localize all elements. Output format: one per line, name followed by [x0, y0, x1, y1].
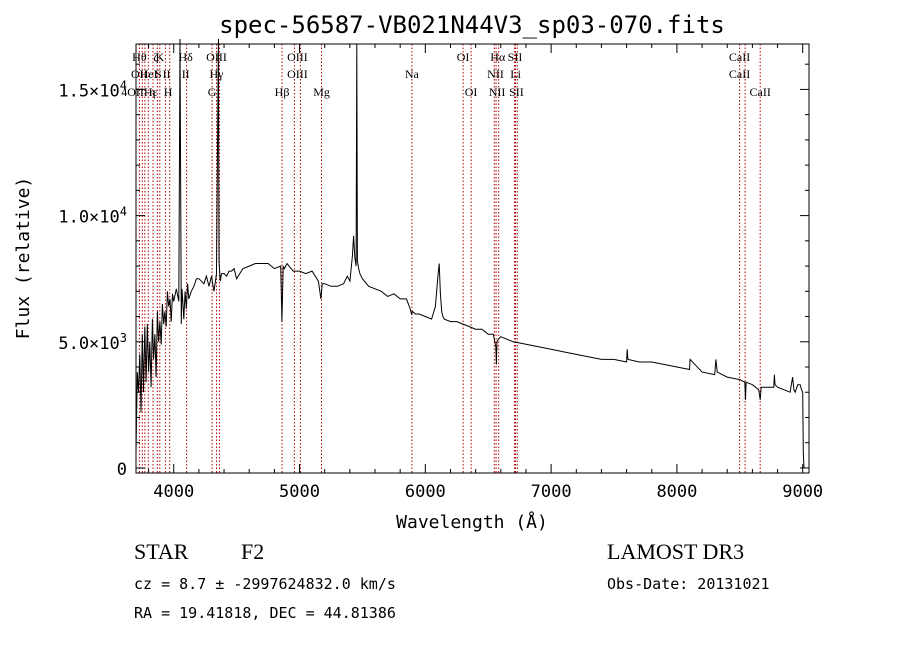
spectral-line-label: NII — [487, 67, 504, 81]
object-subclass: F2 — [241, 539, 265, 564]
spectral-line-label: OII — [131, 67, 148, 81]
coordinates-readout: RA = 19.41818, DEC = 44.81386 — [134, 604, 396, 622]
x-tick-label: 9000 — [782, 482, 823, 502]
spectral-line-label: Li — [510, 67, 521, 81]
spectral-line-label: K — [156, 50, 165, 64]
spectral-line-label: NII — [489, 85, 506, 99]
spectral-line-label: Hγ — [210, 67, 225, 81]
spectral-line-label: OIII — [206, 50, 227, 64]
spectral-line-label: Hα — [490, 50, 506, 64]
spectral-line-label: OI — [465, 85, 478, 99]
x-tick-label: 8000 — [656, 482, 697, 502]
x-tick-label: 5000 — [279, 482, 320, 502]
spectral-line-label: SII — [508, 50, 523, 64]
flux-series — [135, 38, 805, 469]
spectral-line-label: OIII — [287, 50, 308, 64]
spectral-line-label: CaII — [729, 50, 750, 64]
x-tick-label: 4000 — [153, 482, 194, 502]
observation-date: Obs-Date: 20131021 — [607, 575, 770, 593]
x-tick-label: 7000 — [531, 482, 572, 502]
y-axis-label: Flux (relative) — [13, 177, 34, 340]
spectral-line-label: Hδ — [179, 50, 194, 64]
spectral-line-label: H — [164, 85, 173, 99]
chart-title: spec-56587-VB021N44V3_sp03-070.fits — [219, 11, 725, 39]
spectral-line-label: Hθ — [132, 50, 147, 64]
spectral-line-label: II — [182, 67, 190, 81]
spectral-line-label: Mg — [313, 85, 330, 99]
series-line — [135, 38, 805, 469]
y-tick-label: 1.0×104 — [58, 205, 127, 228]
spectral-line-label: SII — [509, 85, 524, 99]
y-tick-label: 0 — [117, 460, 127, 480]
spectral-line-label: HeI — [140, 67, 158, 81]
spectral-line-label: II — [163, 67, 171, 81]
object-class: STAR — [134, 539, 189, 564]
spectral-line-label: OIII — [287, 67, 308, 81]
y-tick-label: 1.5×104 — [58, 78, 127, 101]
survey-name: LAMOST DR3 — [607, 539, 745, 564]
plot-frame — [135, 43, 810, 474]
spectral-line-label: Hβ — [275, 85, 290, 99]
spectral-line-label: 4OIIHε — [121, 85, 157, 99]
y-tick-label: 5.0×103 — [58, 331, 127, 354]
x-tick-label: 6000 — [405, 482, 446, 502]
y-axis: 0 5.0×103 1.0×104 1.5×104 — [58, 63, 809, 480]
x-axis: 4000 5000 6000 7000 8000 9000 — [148, 44, 823, 502]
spectral-line-label: Na — [405, 67, 420, 81]
spectral-line-label: S — [155, 67, 162, 81]
spectral-line-label: η — [149, 85, 155, 99]
spectral-line-label: G — [208, 85, 217, 99]
redshift-readout: cz = 8.7 ± -2997624832.0 km/s — [134, 575, 396, 593]
x-axis-label: Wavelength (Å) — [396, 511, 548, 533]
spectral-line-label: OI — [457, 50, 470, 64]
spectral-line-label: CaII — [729, 67, 750, 81]
spectral-line-label: ζ — [153, 50, 158, 64]
spectral-line-markers — [138, 44, 761, 473]
spectral-line-label: CaII — [750, 85, 771, 99]
